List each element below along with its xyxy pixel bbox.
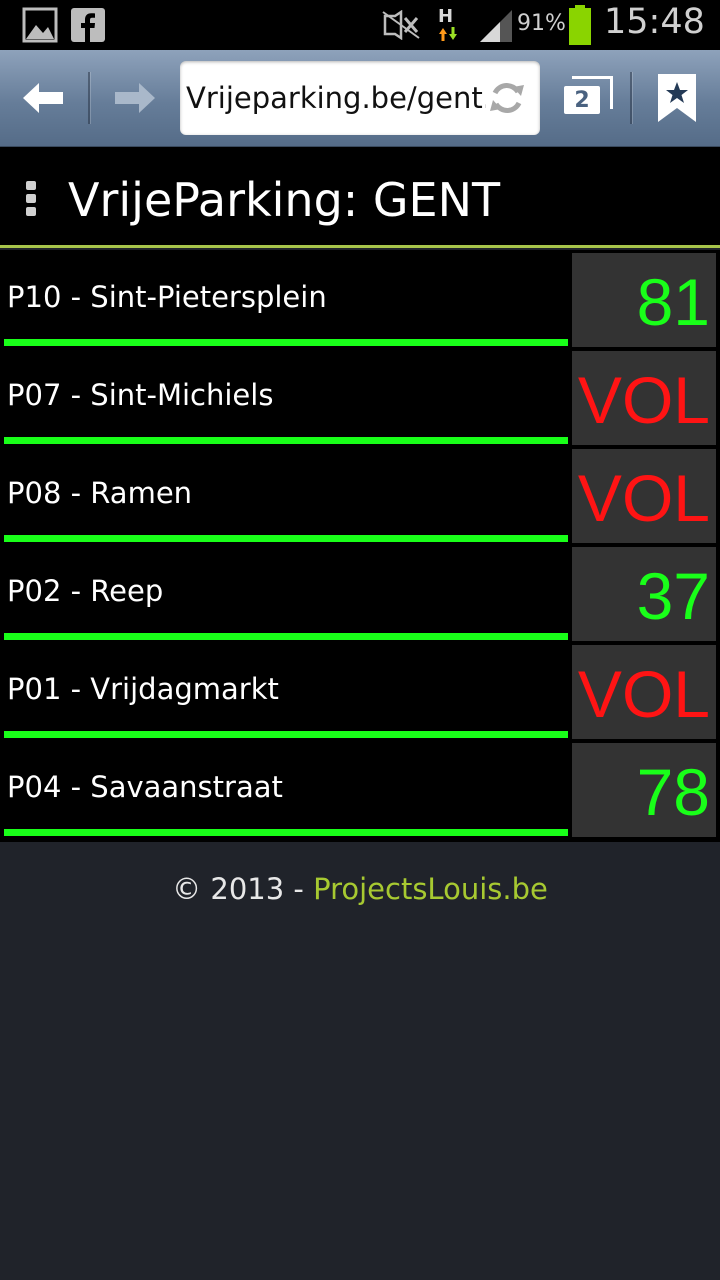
- facebook-icon: [71, 8, 105, 42]
- battery-icon: [569, 5, 591, 45]
- free-spaces-count: 81: [572, 253, 716, 347]
- parking-status-bar: [4, 339, 568, 346]
- free-spaces-count: VOL: [572, 645, 716, 739]
- mute-icon: [382, 10, 420, 40]
- free-spaces-count: VOL: [572, 449, 716, 543]
- bookmark-button[interactable]: [642, 50, 712, 146]
- clock: 15:48: [604, 2, 705, 42]
- gallery-icon: [22, 7, 58, 43]
- footer: © 2013 - ProjectsLouis.be: [0, 872, 720, 906]
- toolbar-separator: [88, 72, 90, 124]
- tab-count: 2: [564, 86, 600, 114]
- free-spaces-count: 37: [572, 547, 716, 641]
- footer-link[interactable]: ProjectsLouis.be: [313, 872, 548, 906]
- battery-percent: 91%: [517, 11, 566, 36]
- parking-status-bar: [4, 633, 568, 640]
- status-bar: H 91% 15:48: [0, 0, 720, 50]
- url-text[interactable]: Vrijeparking.be/gent.: [186, 81, 486, 115]
- parking-name: P01 - Vrijdagmarkt: [7, 672, 279, 706]
- app-header: VrijeParking: GENT: [0, 147, 720, 248]
- parking-name: P07 - Sint-Michiels: [7, 378, 274, 412]
- signal-icon: [480, 10, 512, 42]
- free-spaces-count: 78: [572, 743, 716, 837]
- parking-name: P02 - Reep: [7, 574, 164, 608]
- parking-status-bar: [4, 829, 568, 836]
- back-arrow-icon: [23, 83, 63, 113]
- overflow-menu-icon[interactable]: [24, 181, 38, 217]
- tabs-icon: 2: [560, 76, 614, 120]
- parking-row[interactable]: P08 - Ramen VOL: [0, 446, 720, 544]
- parking-row[interactable]: P02 - Reep 37: [0, 544, 720, 642]
- parking-row[interactable]: P10 - Sint-Pietersplein 81: [0, 250, 720, 348]
- parking-row[interactable]: P01 - Vrijdagmarkt VOL: [0, 642, 720, 740]
- parking-status-bar: [4, 731, 568, 738]
- bookmark-icon: [658, 74, 696, 122]
- address-bar[interactable]: Vrijeparking.be/gent.: [180, 61, 540, 135]
- parking-row[interactable]: P07 - Sint-Michiels VOL: [0, 348, 720, 446]
- parking-status-bar: [4, 437, 568, 444]
- tabs-button[interactable]: 2: [552, 50, 622, 146]
- parking-list: P10 - Sint-Pietersplein 81 P07 - Sint-Mi…: [0, 250, 720, 842]
- parking-status-bar: [4, 535, 568, 542]
- network-h-icon: H: [436, 6, 460, 44]
- refresh-icon[interactable]: [488, 79, 526, 117]
- browser-toolbar: Vrijeparking.be/gent. 2: [0, 50, 720, 147]
- forward-arrow-icon: [115, 83, 155, 113]
- back-button[interactable]: [8, 50, 78, 146]
- forward-button[interactable]: [100, 50, 170, 146]
- parking-row[interactable]: P04 - Savaanstraat 78: [0, 740, 720, 838]
- network-type-label: H: [438, 6, 454, 27]
- free-spaces-count: VOL: [572, 351, 716, 445]
- parking-name: P10 - Sint-Pietersplein: [7, 280, 327, 314]
- parking-name: P04 - Savaanstraat: [7, 770, 283, 804]
- parking-name: P08 - Ramen: [7, 476, 193, 510]
- toolbar-separator: [630, 72, 632, 124]
- copyright-text: © 2013 -: [172, 872, 314, 906]
- page-title: VrijeParking: GENT: [68, 173, 501, 227]
